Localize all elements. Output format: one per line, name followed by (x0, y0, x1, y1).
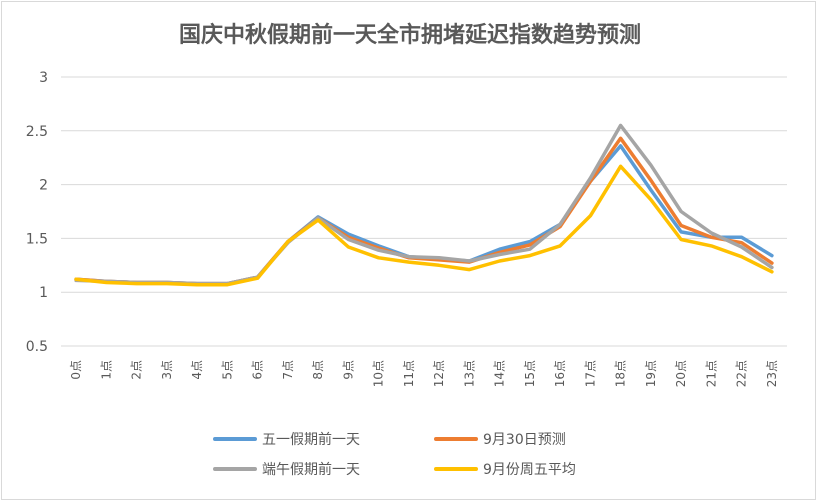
x-tick-label: 3点 (160, 360, 174, 380)
x-tick-label: 17点 (583, 360, 597, 387)
x-tick-label: 11点 (402, 360, 416, 387)
x-axis-ticks: 0点 1点 2点 3点 4点 5点 6点 7点 8点 9点 10点 11点 12点 13点 14点 15点 16… (69, 360, 779, 387)
x-tick-label: 9点 (341, 360, 355, 380)
x-tick-label: 6点 (251, 360, 265, 380)
x-tick-label: 13点 (462, 360, 476, 387)
x-tick-label: 21点 (704, 360, 718, 387)
y-tick-label: 2 (39, 178, 48, 194)
x-tick-label: 7点 (281, 360, 295, 380)
legend-item-4: 9月份周五平均 (434, 462, 576, 478)
gridlines (61, 76, 787, 347)
legend-item-3: 端午假期前一天 (213, 461, 360, 478)
legend-label: 端午假期前一天 (262, 461, 360, 478)
chart-title: 国庆中秋假期前一天全市拥堵延迟指数趋势预测 (179, 22, 641, 48)
x-tick-label: 5点 (220, 360, 234, 380)
legend-item-2: 9月30日预测 (434, 432, 566, 448)
x-tick-label: 18点 (614, 360, 628, 387)
y-tick-label: 3 (39, 70, 48, 86)
y-tick-label: 1 (39, 285, 48, 301)
x-tick-label: 19点 (644, 360, 658, 387)
x-tick-label: 10点 (372, 360, 386, 387)
x-tick-label: 20点 (674, 360, 688, 387)
x-tick-label: 0点 (69, 360, 83, 380)
legend-label: 9月份周五平均 (483, 462, 576, 478)
legend-item-1: 五一假期前一天 (213, 431, 360, 448)
x-tick-label: 22点 (735, 360, 749, 387)
series-line-4 (74, 164, 774, 287)
x-tick-label: 12点 (432, 360, 446, 387)
series-lines (74, 123, 774, 287)
x-tick-label: 23点 (765, 360, 779, 387)
x-tick-label: 2点 (130, 360, 144, 380)
x-tick-label: 8点 (311, 360, 325, 380)
y-tick-label: 0.5 (26, 339, 48, 355)
y-axis-ticks: 0.5 1 1.5 2 2.5 3 (26, 70, 48, 355)
legend-label: 五一假期前一天 (262, 431, 360, 448)
legend-label: 9月30日预测 (483, 432, 566, 448)
y-tick-label: 1.5 (26, 231, 48, 247)
y-tick-label: 2.5 (26, 124, 48, 140)
x-tick-label: 15点 (523, 360, 537, 387)
x-tick-label: 16点 (553, 360, 567, 387)
x-tick-label: 1点 (99, 360, 113, 380)
x-tick-label: 4点 (190, 360, 204, 380)
x-tick-label: 14点 (493, 360, 507, 387)
